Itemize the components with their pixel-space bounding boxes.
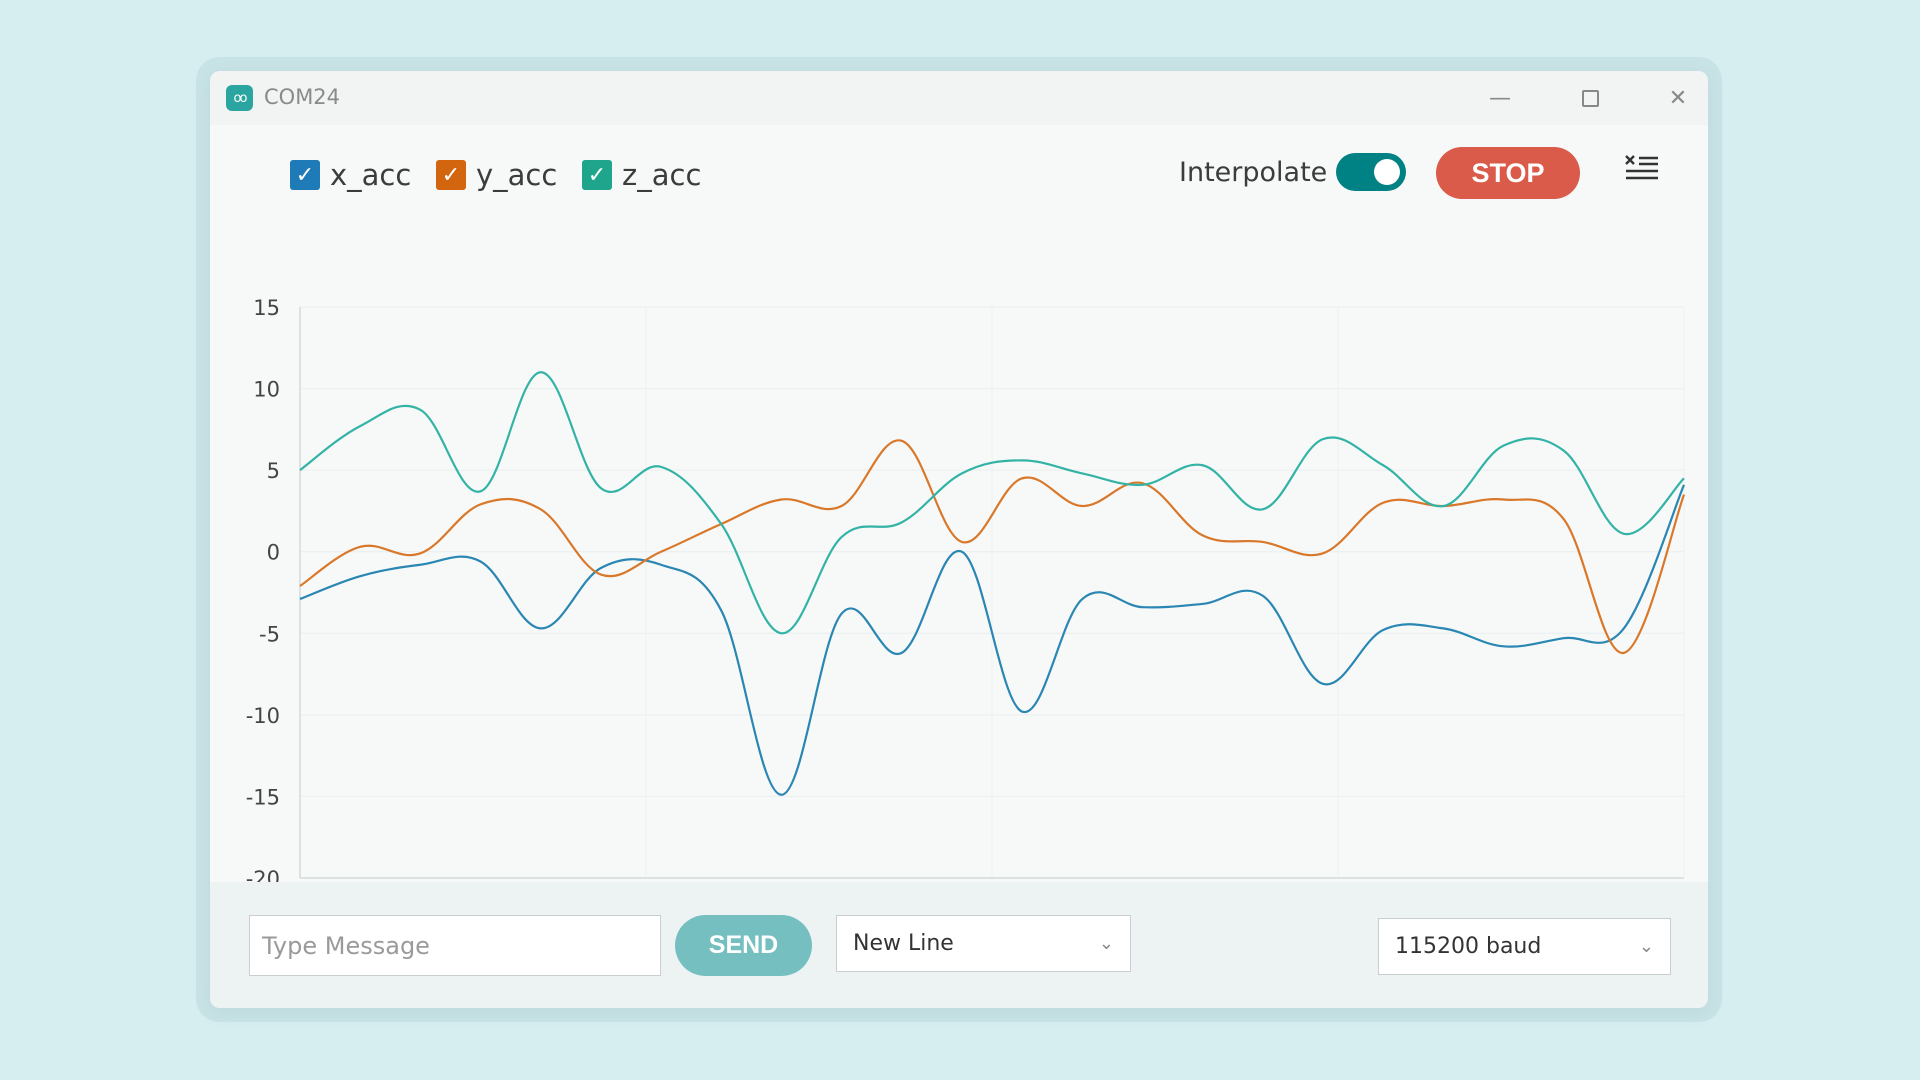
y-tick-label: -5 <box>259 622 280 646</box>
series-label: y_acc <box>476 158 558 192</box>
clear-list-icon[interactable] <box>1624 153 1660 189</box>
interpolate-label: Interpolate <box>1179 157 1328 188</box>
series-line-x-acc <box>299 484 1686 796</box>
checkbox-checked-icon[interactable]: ✓ <box>436 160 466 190</box>
chevron-down-icon: ⌄ <box>1638 936 1654 957</box>
y-tick-label: 10 <box>253 378 280 402</box>
title-bar: oo COM24 — ✕ <box>210 71 1708 125</box>
series-toggle-z-acc[interactable]: ✓ z_acc <box>582 158 701 192</box>
maximize-icon[interactable] <box>1570 81 1610 115</box>
serial-plotter-window: oo COM24 — ✕ ✓ x_acc ✓ y_acc ✓ z_acc Int… <box>210 71 1708 1008</box>
series-toggle-x-acc[interactable]: ✓ x_acc <box>290 158 411 192</box>
series-label: z_acc <box>622 158 702 192</box>
toggle-knob <box>1374 159 1400 185</box>
line-ending-select[interactable]: New Line ⌄ <box>836 915 1131 972</box>
minimize-icon[interactable]: — <box>1489 85 1511 111</box>
y-tick-label: 0 <box>267 541 280 565</box>
series-toggle-y-acc[interactable]: ✓ y_acc <box>436 158 557 192</box>
toolbar: ✓ x_acc ✓ y_acc ✓ z_acc Interpolate STOP <box>210 125 1708 219</box>
y-tick-label: -15 <box>246 785 280 809</box>
series-line-y-acc <box>299 439 1686 654</box>
close-icon[interactable]: ✕ <box>1668 85 1688 111</box>
y-tick-label: -10 <box>246 704 280 728</box>
series-label: x_acc <box>330 158 412 192</box>
baud-rate-select[interactable]: 115200 baud ⌄ <box>1378 918 1671 975</box>
baud-rate-value: 115200 baud <box>1395 934 1542 959</box>
arduino-infinity-icon: oo <box>226 85 253 111</box>
interpolate-toggle[interactable] <box>1336 153 1406 191</box>
send-button[interactable]: SEND <box>675 915 812 976</box>
series-line-z-acc <box>299 371 1685 635</box>
y-tick-label: 15 <box>253 296 280 320</box>
chevron-down-icon: ⌄ <box>1098 933 1114 954</box>
window-title: COM24 <box>264 85 341 109</box>
checkbox-checked-icon[interactable]: ✓ <box>290 160 320 190</box>
stop-button[interactable]: STOP <box>1436 147 1580 199</box>
send-bar: SEND New Line ⌄ 115200 baud ⌄ <box>210 882 1708 1008</box>
y-tick-label: 5 <box>267 459 280 483</box>
checkbox-checked-icon[interactable]: ✓ <box>582 160 612 190</box>
line-ending-value: New Line <box>853 931 954 956</box>
message-input[interactable] <box>249 915 661 976</box>
